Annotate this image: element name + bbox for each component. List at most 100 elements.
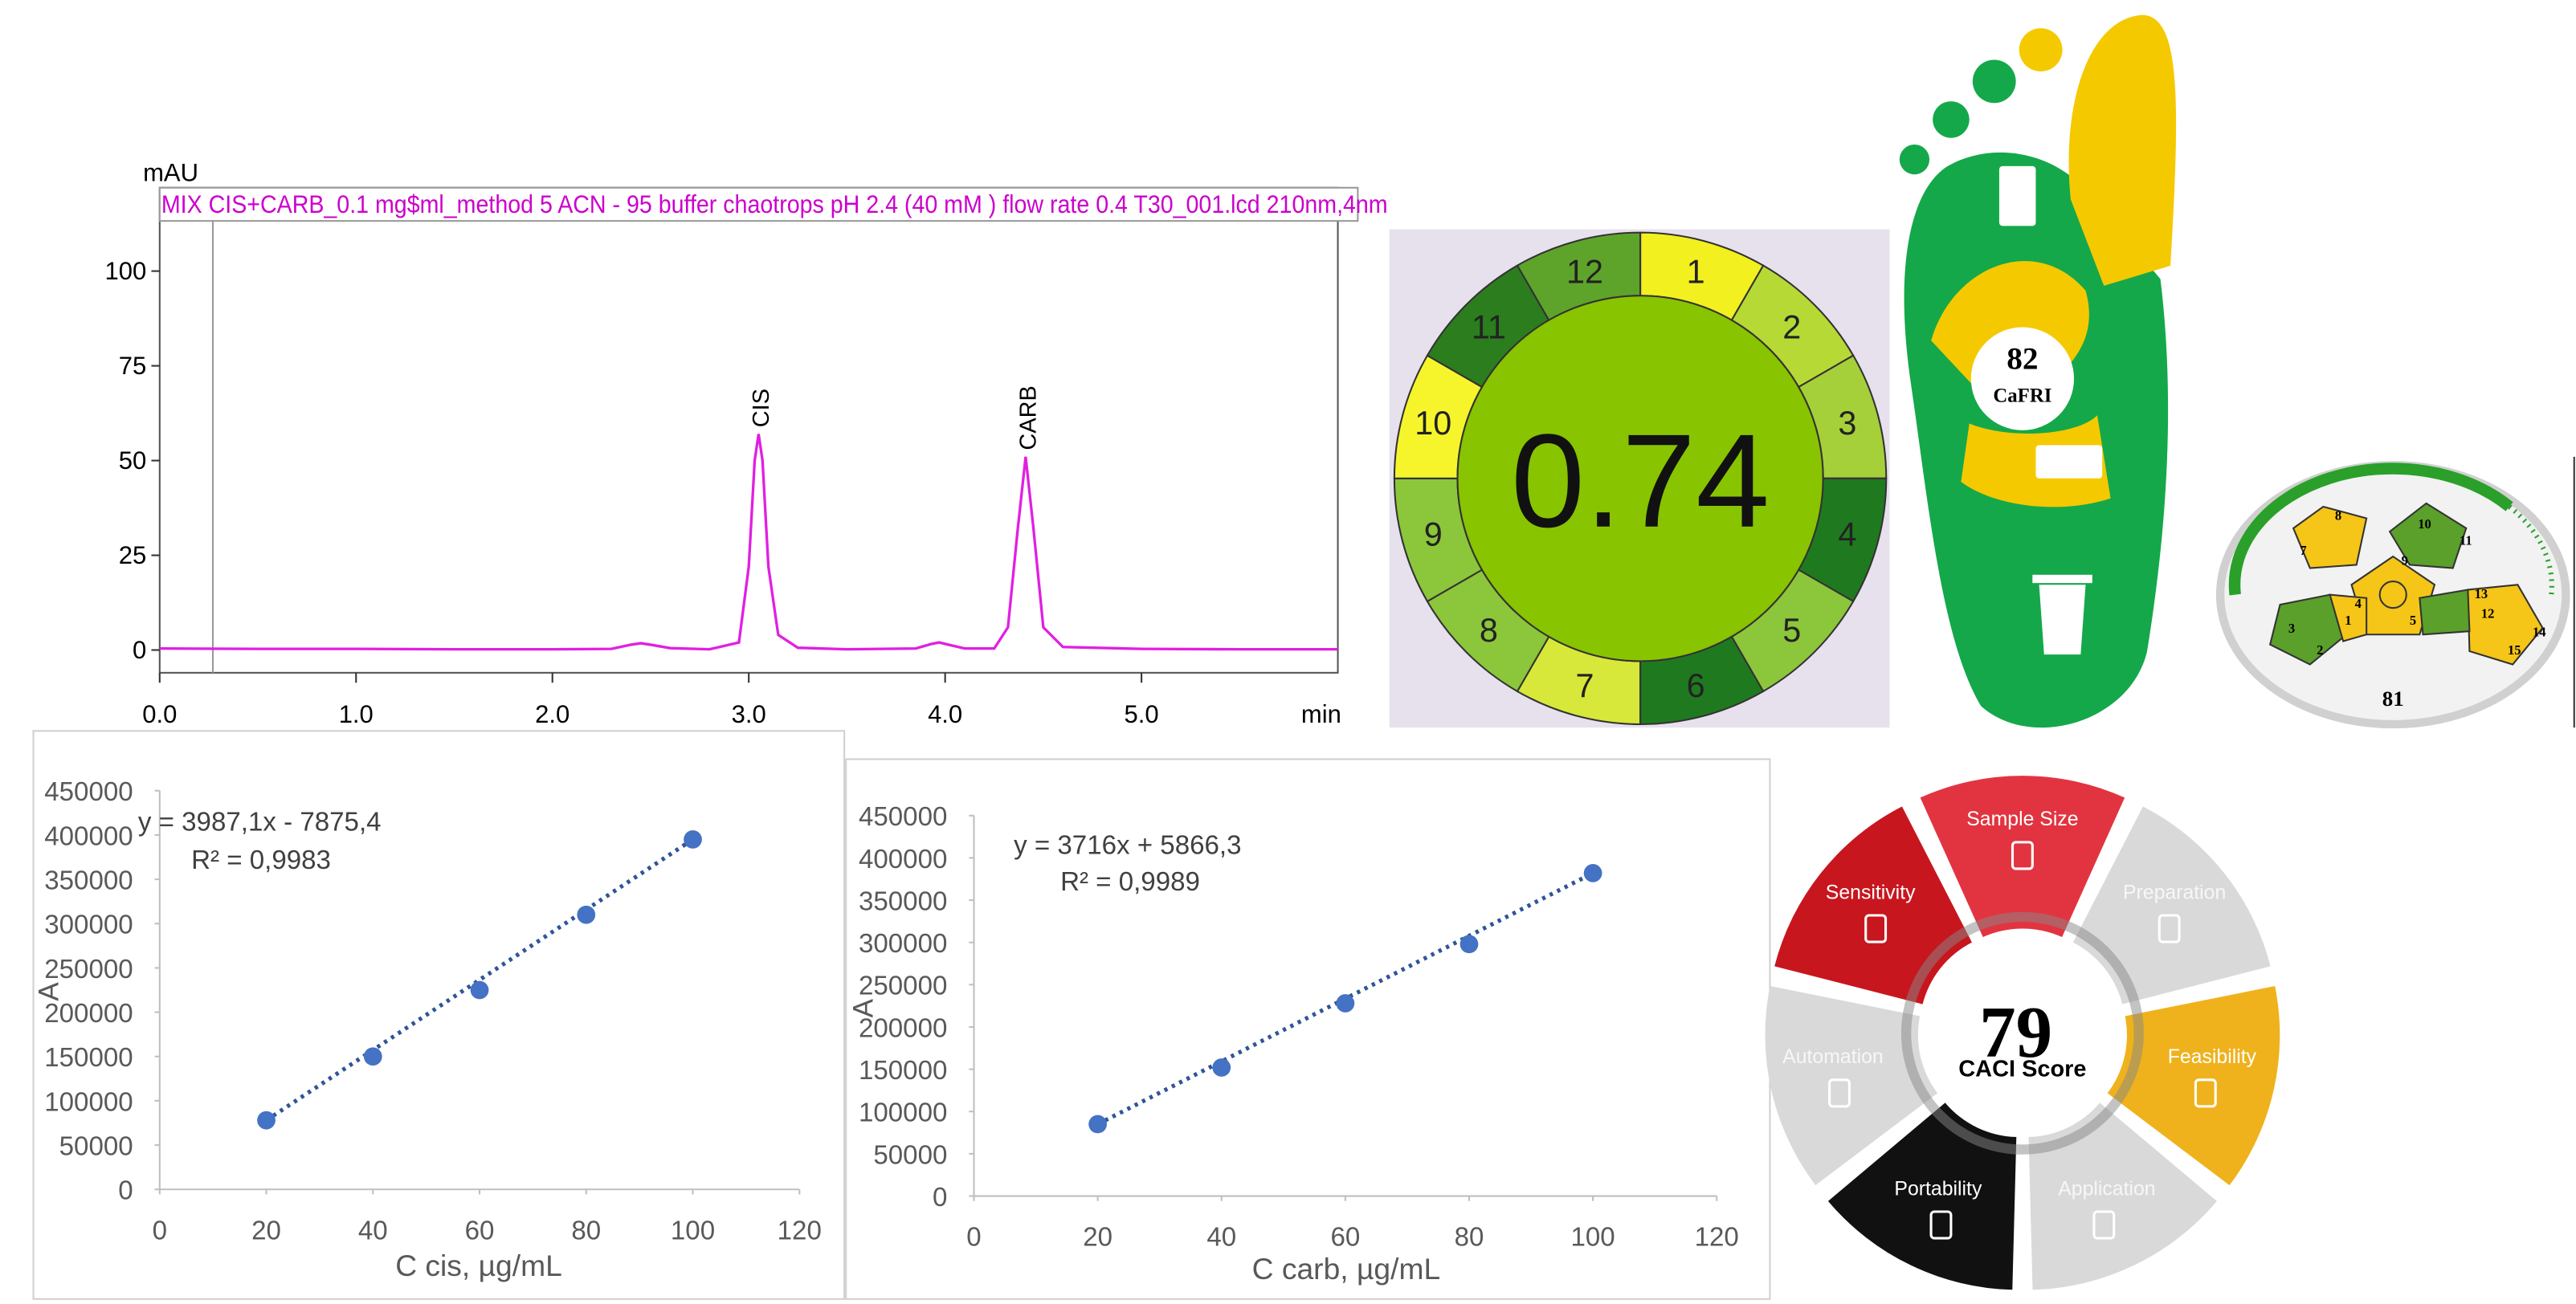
criterion-label: 7 (2300, 543, 2306, 558)
x-tick-label: 60 (465, 1216, 495, 1245)
x-tick-label: 120 (778, 1216, 822, 1245)
y-tick-label: 200000 (859, 1013, 947, 1043)
agree-criterion-label: 6 (1687, 667, 1705, 704)
x-tick-label: 0 (153, 1216, 167, 1245)
agree-criterion-label: 11 (1472, 309, 1506, 346)
agree-criterion-label: 10 (1415, 405, 1451, 442)
equation: R² = 0,9983 (191, 846, 331, 875)
y-tick-label: 450000 (859, 802, 947, 832)
agree-criterion-label: 1 (1687, 254, 1705, 291)
cafri-name: CaFRI (1993, 385, 2051, 407)
peak-label: CARB (1015, 385, 1041, 450)
y-tick-label: 0 (133, 636, 146, 664)
caci-icon (2158, 914, 2181, 943)
caci-segment: Automation (1765, 985, 1938, 1186)
data-point (684, 830, 702, 849)
agree-criterion-label: 3 (1838, 405, 1856, 442)
caci-icon (2194, 1078, 2217, 1108)
x-tick-label: 5.0 (1125, 700, 1159, 728)
caci-segment: Portability (1827, 1102, 2017, 1290)
caci-sector (2028, 1102, 2217, 1290)
x-tick-label: 3.0 (732, 700, 766, 728)
caci-segment-label: Automation (1782, 1046, 1884, 1068)
x-tick-label: 80 (571, 1216, 601, 1245)
caci-icon (1929, 1210, 1953, 1240)
caci-ring (1900, 911, 2144, 1155)
y-axis-label: A (34, 982, 65, 1001)
y-tick-label: 50 (119, 446, 146, 475)
criterion-label: 2 (2317, 642, 2323, 658)
caci-segment-label: Application (2058, 1178, 2155, 1200)
y-tick-label: 50000 (873, 1140, 947, 1170)
x-tick-label: 80 (1455, 1223, 1484, 1253)
x-tick-label: 2.0 (535, 700, 569, 728)
chart-frame (845, 758, 1771, 1300)
agree-criterion-label: 12 (1566, 254, 1603, 291)
x-axis-label: C carb, µg/mL (1252, 1252, 1441, 1286)
caci-icon (1864, 914, 1888, 943)
caci-segment: Sensitivity (1774, 806, 1972, 1004)
x-axis-label: min (1301, 700, 1341, 728)
y-tick-label: 300000 (44, 911, 133, 940)
plot-frame (158, 186, 1339, 674)
caci-score: 79 (1979, 992, 2052, 1073)
agree-criterion-label: 2 (1782, 309, 1801, 346)
y-tick-label: 400000 (859, 845, 947, 874)
y-tick-label: 75 (119, 352, 146, 380)
trace (159, 434, 1338, 651)
criterion-label: 5 (2410, 613, 2416, 628)
data-point (1088, 1115, 1108, 1134)
y-tick-label: 350000 (859, 886, 947, 916)
data-point (1336, 994, 1355, 1013)
agree-center (1456, 295, 1824, 662)
data-point (1583, 863, 1602, 882)
x-tick-label: 0 (966, 1223, 981, 1253)
y-tick-label: 400000 (44, 821, 133, 851)
x-tick-label: 4.0 (928, 700, 962, 728)
equation: y = 3716x + 5866,3 (1014, 830, 1241, 860)
criterion-label: 3 (2288, 621, 2295, 636)
caci-sector (1827, 1102, 2017, 1290)
caci-segment: Preparation (2072, 806, 2271, 1004)
y-tick-label: 100000 (44, 1087, 133, 1117)
y-tick-label: 200000 (44, 999, 133, 1029)
equation: y = 3987,1x - 7875,4 (138, 807, 382, 837)
y-tick-label: 0 (118, 1176, 133, 1206)
data-point (363, 1047, 382, 1066)
x-tick-label: 40 (1206, 1223, 1236, 1253)
y-tick-label: 350000 (44, 866, 133, 895)
caci-sector (1774, 806, 1972, 1004)
caci-icon (1828, 1078, 1851, 1108)
y-tick-label: 100000 (859, 1098, 947, 1128)
x-tick-label: 100 (1571, 1223, 1615, 1253)
y-tick-label: 250000 (859, 972, 947, 1001)
caci-segment-label: Feasibility (2168, 1046, 2257, 1068)
y-tick-label: 0 (933, 1183, 947, 1212)
x-tick-label: 0.0 (142, 700, 177, 728)
caci-segment-label: Sample Size (1966, 809, 2078, 830)
data-point (470, 980, 489, 1000)
x-tick-label: 40 (358, 1216, 388, 1245)
cafri-score: 82 (2007, 340, 2038, 376)
caci-segment-label: Portability (1894, 1178, 1982, 1200)
agree-score: 0.74 (1511, 407, 1770, 556)
y-axis-label: A (847, 998, 879, 1017)
y-tick-label: 300000 (859, 929, 947, 959)
agreeprep-score: 81 (2382, 687, 2404, 711)
agree-criterion-label: 5 (1782, 612, 1801, 649)
peak-label: CIS (749, 389, 774, 427)
data-point (257, 1110, 276, 1130)
chart-title: MIX CIS+CARB_0.1 mg$ml_method 5 ACN - 95… (161, 190, 1388, 218)
caci-segment: Application (2028, 1102, 2217, 1290)
caci-sector (2107, 985, 2280, 1186)
criterion-label: 11 (2460, 533, 2472, 548)
y-tick-label: 25 (119, 541, 146, 569)
caci-segment-label: Preparation (2123, 882, 2226, 903)
chart-frame (32, 730, 846, 1300)
agree-criterion-label: 9 (1424, 515, 1443, 552)
agree-criterion-label: 7 (1576, 667, 1594, 704)
y-tick-label: 150000 (44, 1043, 133, 1073)
caci-sector (1765, 985, 1938, 1186)
criterion-label: 14 (2533, 624, 2546, 639)
